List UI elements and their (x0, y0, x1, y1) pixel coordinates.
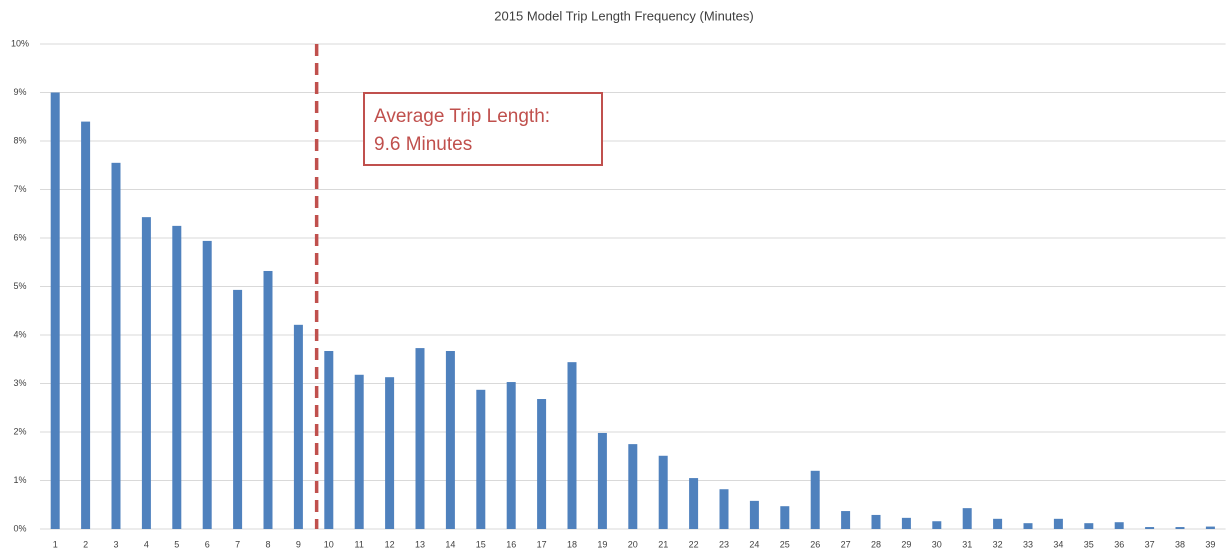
y-tick-label: 5% (13, 281, 26, 291)
x-tick-label: 18 (567, 539, 577, 549)
x-tick-label: 7 (235, 539, 240, 549)
annotation-box (363, 92, 603, 166)
bar (202, 240, 212, 529)
bar (537, 399, 547, 529)
bar (1114, 522, 1124, 529)
bar (749, 500, 759, 529)
x-tick-label: 23 (719, 539, 729, 549)
x-tick-label: 1 (53, 539, 58, 549)
bar (141, 217, 151, 529)
bar (689, 478, 699, 529)
bar (1145, 527, 1155, 529)
x-tick-label: 34 (1053, 539, 1063, 549)
bar (233, 289, 243, 529)
y-tick-label: 4% (13, 329, 26, 339)
bar (628, 444, 638, 529)
x-tick-label: 4 (144, 539, 149, 549)
bar (172, 225, 182, 529)
bar (993, 518, 1003, 529)
bar (1023, 523, 1033, 529)
x-tick-label: 20 (628, 539, 638, 549)
y-tick-label: 2% (13, 426, 26, 436)
bar (1205, 526, 1215, 529)
x-tick-label: 30 (932, 539, 942, 549)
y-tick-label: 10% (11, 38, 29, 48)
bar (932, 521, 942, 529)
x-tick-label: 22 (689, 539, 699, 549)
x-tick-label: 12 (385, 539, 395, 549)
y-tick-label: 7% (13, 184, 26, 194)
bar (476, 389, 486, 529)
x-tick-label: 39 (1205, 539, 1215, 549)
x-tick-label: 17 (537, 539, 547, 549)
x-tick-label: 35 (1084, 539, 1094, 549)
x-tick-label: 27 (841, 539, 851, 549)
y-tick-label: 0% (13, 523, 26, 533)
x-tick-label: 15 (476, 539, 486, 549)
x-tick-label: 2 (83, 539, 88, 549)
bar (810, 470, 820, 529)
bar (506, 382, 516, 529)
bar (901, 517, 911, 529)
x-tick-label: 21 (658, 539, 668, 549)
bar (1053, 518, 1063, 529)
x-tick-label: 26 (810, 539, 820, 549)
annotation-text: 9.6 Minutes (374, 134, 472, 155)
bar (780, 506, 790, 529)
bar (354, 374, 364, 529)
y-tick-label: 1% (13, 475, 26, 485)
bar (324, 351, 334, 529)
x-tick-label: 5 (174, 539, 179, 549)
x-tick-label: 14 (445, 539, 455, 549)
x-tick-label: 13 (415, 539, 425, 549)
x-tick-label: 8 (265, 539, 270, 549)
x-tick-label: 6 (205, 539, 210, 549)
bar (871, 514, 881, 529)
x-tick-label: 16 (506, 539, 516, 549)
bar (719, 489, 729, 529)
x-tick-label: 10 (324, 539, 334, 549)
x-tick-label: 32 (993, 539, 1003, 549)
x-tick-label: 33 (1023, 539, 1033, 549)
bar (293, 324, 303, 529)
y-tick-label: 8% (13, 135, 26, 145)
bar (1175, 527, 1185, 529)
x-tick-label: 25 (780, 539, 790, 549)
x-tick-label: 29 (901, 539, 911, 549)
y-tick-label: 6% (13, 232, 26, 242)
bar (415, 348, 425, 529)
bar (111, 162, 121, 529)
y-tick-label: 9% (13, 87, 26, 97)
x-tick-label: 3 (113, 539, 118, 549)
bar (567, 362, 577, 529)
bar (1084, 523, 1094, 529)
chart-title: 2015 Model Trip Length Frequency (Minute… (494, 8, 753, 23)
bar (841, 511, 851, 529)
bar (50, 92, 60, 529)
x-tick-label: 19 (597, 539, 607, 549)
x-tick-label: 31 (962, 539, 972, 549)
x-tick-label: 37 (1145, 539, 1155, 549)
bar (445, 351, 455, 529)
bar (385, 377, 395, 529)
x-tick-label: 24 (749, 539, 759, 549)
x-tick-label: 28 (871, 539, 881, 549)
bar (81, 121, 91, 529)
y-tick-label: 3% (13, 378, 26, 388)
x-tick-label: 36 (1114, 539, 1124, 549)
bar (597, 432, 607, 529)
bar (962, 508, 972, 529)
annotation-text: Average Trip Length: (374, 106, 550, 127)
x-tick-label: 38 (1175, 539, 1185, 549)
x-tick-label: 11 (355, 539, 364, 549)
bar (658, 455, 668, 529)
bar (263, 270, 273, 529)
x-tick-label: 9 (296, 539, 301, 549)
